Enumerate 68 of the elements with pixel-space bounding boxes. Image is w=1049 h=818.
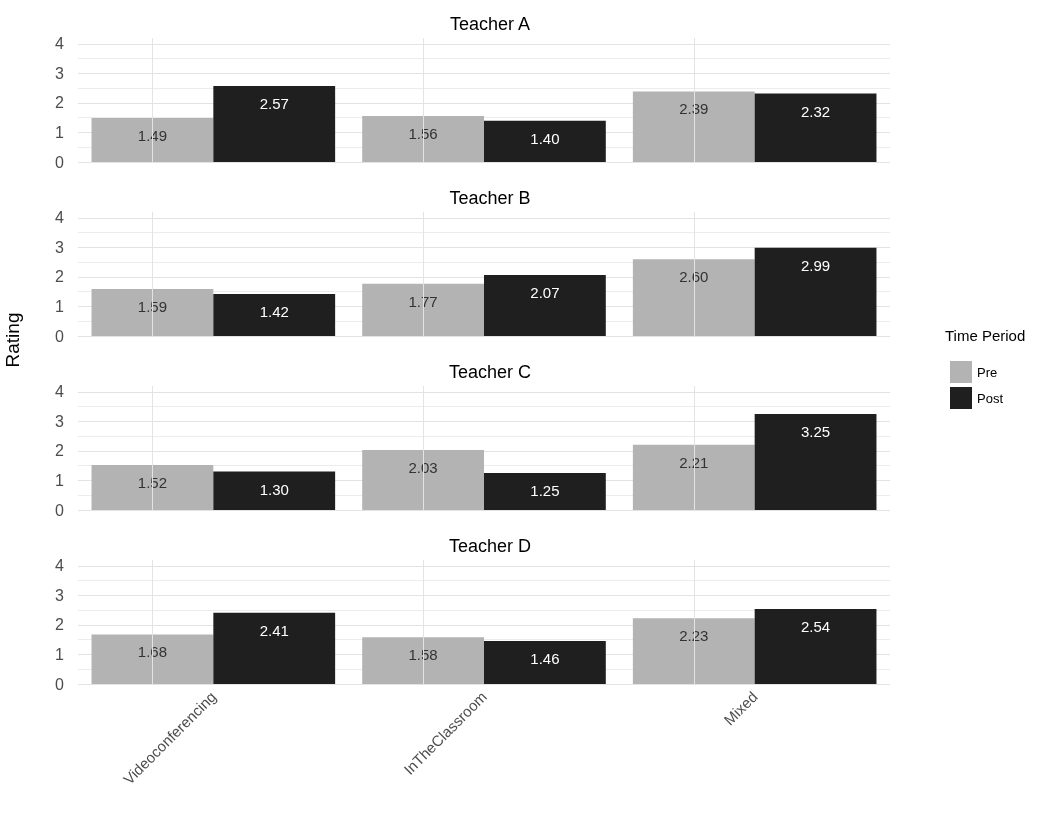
data-label: 1.46 bbox=[530, 649, 560, 667]
bar bbox=[632, 444, 755, 510]
data-label: 2.07 bbox=[530, 283, 560, 301]
y-tick-label: 4 bbox=[55, 35, 65, 53]
bar bbox=[362, 283, 484, 336]
y-tick-label: 0 bbox=[55, 501, 65, 519]
data-label: 1.77 bbox=[408, 292, 438, 310]
chart-title: Teacher A bbox=[449, 14, 531, 34]
y-tick-label: 2 bbox=[55, 616, 65, 634]
y-tick-label: 3 bbox=[55, 586, 65, 604]
y-tick-label: 4 bbox=[55, 209, 65, 227]
y-tick-label: 2 bbox=[55, 94, 65, 112]
y-tick-label: 3 bbox=[55, 64, 65, 82]
bar bbox=[362, 637, 484, 684]
bar bbox=[362, 115, 484, 162]
bar bbox=[754, 93, 877, 162]
chart-title: Teacher D bbox=[448, 536, 532, 556]
bar bbox=[91, 465, 214, 510]
data-label: 3.25 bbox=[800, 423, 831, 441]
bar bbox=[484, 640, 606, 684]
bar bbox=[484, 120, 606, 162]
y-tick-label: 1 bbox=[55, 297, 65, 315]
bar bbox=[754, 247, 877, 336]
data-label: 1.40 bbox=[530, 129, 560, 147]
bar bbox=[754, 609, 877, 684]
y-tick-label: 0 bbox=[55, 327, 65, 345]
y-tick-label: 4 bbox=[55, 383, 65, 401]
data-label: 2.03 bbox=[408, 459, 438, 477]
bar bbox=[632, 259, 755, 336]
data-label: 1.25 bbox=[530, 482, 560, 500]
y-tick-label: 1 bbox=[55, 471, 65, 489]
data-label: 2.32 bbox=[800, 102, 831, 120]
bar bbox=[484, 473, 606, 510]
y-tick-label: 3 bbox=[55, 412, 65, 430]
bar bbox=[484, 274, 606, 336]
legend-title: Time Period bbox=[945, 327, 1026, 344]
y-tick-label: 0 bbox=[55, 153, 65, 171]
data-label: 2.41 bbox=[259, 621, 289, 639]
bar bbox=[91, 118, 214, 162]
data-label: 2.99 bbox=[800, 256, 831, 274]
data-label: 2.57 bbox=[259, 95, 289, 113]
bar bbox=[362, 450, 484, 510]
bar bbox=[91, 634, 214, 684]
chart-title: Teacher B bbox=[449, 188, 531, 208]
legend-label: Post bbox=[977, 390, 1004, 406]
bar bbox=[213, 612, 336, 684]
y-axis-title: Rating bbox=[1, 312, 23, 368]
data-label: 2.39 bbox=[679, 100, 709, 118]
bar bbox=[632, 91, 755, 162]
y-tick-label: 3 bbox=[55, 238, 65, 256]
chart-title: Teacher C bbox=[448, 362, 532, 382]
bar bbox=[213, 471, 336, 510]
data-label: 1.49 bbox=[137, 127, 168, 145]
bar bbox=[754, 414, 877, 510]
y-tick-label: 2 bbox=[55, 268, 65, 286]
bar bbox=[213, 86, 336, 162]
y-tick-label: 0 bbox=[55, 675, 65, 693]
y-tick-label: 1 bbox=[55, 123, 65, 141]
y-tick-label: 4 bbox=[55, 557, 65, 575]
bar bbox=[213, 294, 336, 336]
data-label: 1.30 bbox=[259, 480, 289, 498]
y-tick-label: 2 bbox=[55, 442, 65, 460]
legend-label: Pre bbox=[977, 364, 998, 380]
data-label: 1.42 bbox=[259, 303, 289, 321]
bar bbox=[91, 289, 214, 336]
bar bbox=[632, 618, 755, 684]
data-label: 2.54 bbox=[800, 618, 831, 636]
y-tick-label: 1 bbox=[55, 645, 65, 663]
